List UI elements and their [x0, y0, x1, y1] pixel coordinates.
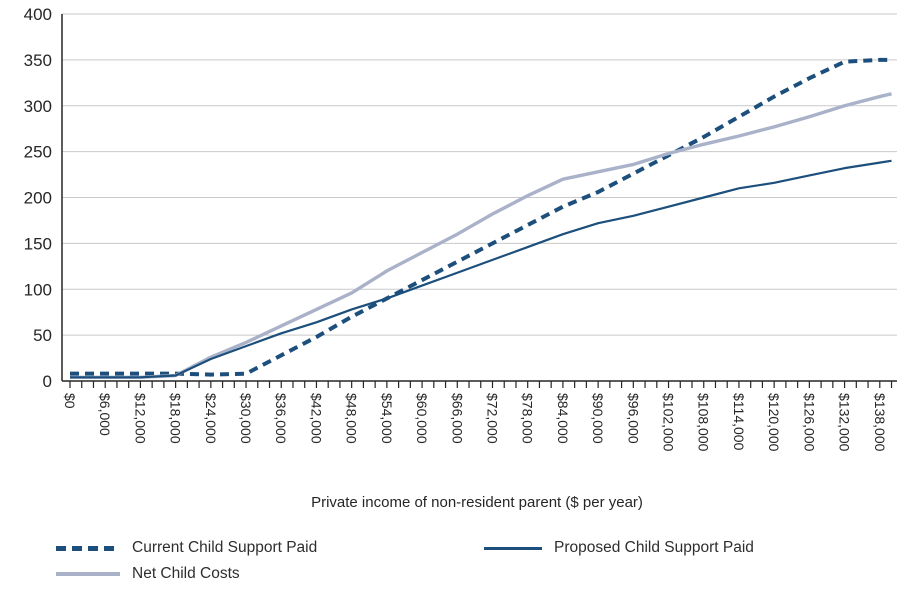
svg-text:100: 100 [24, 280, 52, 299]
dashed-line-swatch-icon [56, 545, 120, 551]
legend-item-proposed-child-support-paid: Proposed Child Support Paid [484, 538, 754, 558]
svg-text:$84,000: $84,000 [555, 393, 571, 444]
svg-text:$90,000: $90,000 [590, 393, 606, 444]
series-line-current-child-support-paid [70, 57, 892, 377]
svg-text:$126,000: $126,000 [801, 393, 817, 452]
x-axis-title: Private income of non-resident parent ($… [311, 494, 643, 511]
svg-text:$102,000: $102,000 [661, 393, 677, 452]
svg-text:250: 250 [24, 143, 52, 162]
svg-text:$24,000: $24,000 [203, 393, 219, 444]
svg-text:$42,000: $42,000 [308, 393, 324, 444]
svg-text:$30,000: $30,000 [238, 393, 254, 444]
svg-text:$0: $0 [62, 393, 78, 409]
svg-text:150: 150 [24, 234, 52, 253]
svg-text:$72,000: $72,000 [484, 393, 500, 444]
svg-text:$48,000: $48,000 [344, 393, 360, 444]
svg-text:$36,000: $36,000 [273, 393, 289, 444]
svg-text:$12,000: $12,000 [132, 393, 148, 444]
svg-text:$78,000: $78,000 [520, 393, 536, 444]
svg-text:50: 50 [33, 326, 52, 345]
legend-label: Proposed Child Support Paid [554, 539, 754, 556]
svg-text:$138,000: $138,000 [872, 393, 888, 452]
svg-text:$66,000: $66,000 [449, 393, 465, 444]
gridlines [62, 13, 897, 336]
svg-text:$108,000: $108,000 [696, 393, 712, 452]
svg-text:0: 0 [43, 372, 52, 391]
svg-text:$132,000: $132,000 [837, 393, 853, 452]
axes [61, 14, 897, 382]
legend-label: Current Child Support Paid [132, 539, 318, 556]
svg-text:400: 400 [24, 5, 52, 24]
svg-text:$54,000: $54,000 [379, 393, 395, 444]
svg-text:200: 200 [24, 189, 52, 208]
series-line-net-child-costs [70, 92, 892, 380]
legend-item-net-child-costs: Net Child Costs [56, 564, 240, 584]
svg-text:350: 350 [24, 51, 52, 70]
svg-text:$6,000: $6,000 [97, 393, 113, 436]
legend-item-current-child-support-paid: Current Child Support Paid [56, 538, 317, 558]
legend-label: Net Child Costs [132, 565, 240, 582]
series-line-proposed-child-support-paid [70, 159, 892, 379]
svg-text:$60,000: $60,000 [414, 393, 430, 444]
svg-text:$120,000: $120,000 [766, 393, 782, 452]
y-axis-labels: 0 50 100 150 200 250 300 350 400 [24, 5, 52, 391]
solid-line-swatch-icon [56, 572, 120, 576]
svg-text:$114,000: $114,000 [731, 393, 747, 451]
svg-text:$18,000: $18,000 [168, 393, 184, 444]
svg-text:300: 300 [24, 97, 52, 116]
x-axis-labels: $0 $6,000 $12,000 $18,000 $24,000 $30,000 $36,… [62, 393, 888, 452]
x-axis-ticks [69, 381, 893, 388]
chart-legend: Current Child Support Paid Proposed Chil… [0, 534, 900, 596]
svg-text:$96,000: $96,000 [625, 393, 641, 444]
solid-line-swatch-icon [484, 546, 542, 550]
